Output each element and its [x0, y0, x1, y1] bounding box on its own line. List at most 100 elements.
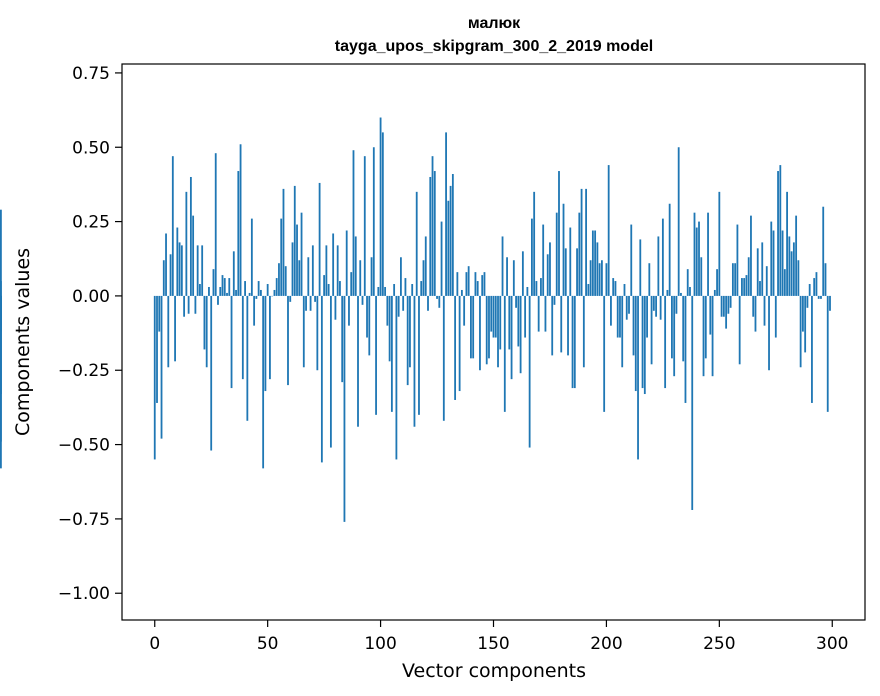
- bar-216: [641, 295, 644, 389]
- bar-124: [433, 171, 436, 296]
- bar-40: [244, 281, 246, 296]
- bar-127: [440, 221, 443, 296]
- bar-182: [564, 248, 567, 296]
- bar-150: [492, 295, 495, 338]
- bar-230: [673, 295, 676, 377]
- bar-18: [194, 295, 197, 314]
- bar-232: [677, 147, 680, 296]
- bar-55: [278, 263, 280, 296]
- bar-239: [693, 212, 696, 296]
- bar-256: [731, 263, 734, 296]
- bar-92: [361, 295, 364, 305]
- bar-248: [713, 289, 716, 296]
- bar-66: [302, 295, 305, 368]
- bar-263: [747, 257, 750, 296]
- chart-subtitle: tayga_upos_skipgram_300_2_2019 model: [335, 38, 653, 55]
- bar-308: [0, 295, 2, 442]
- bar-298: [826, 295, 829, 412]
- bar-192: [587, 284, 590, 296]
- x-tick-label: 100: [364, 634, 396, 654]
- bar-179: [558, 171, 560, 296]
- bar-282: [790, 251, 793, 296]
- bar-50: [266, 284, 269, 296]
- bar-51: [269, 295, 271, 380]
- bar-109: [400, 257, 402, 296]
- bar-254: [727, 295, 730, 314]
- bar-181: [562, 203, 565, 296]
- bar-157: [508, 295, 511, 350]
- bar-295: [820, 295, 822, 299]
- bar-72: [316, 295, 319, 371]
- bar-5: [165, 233, 167, 296]
- bar-132: [451, 174, 454, 296]
- bar-69: [309, 295, 312, 311]
- bar-223: [657, 236, 660, 296]
- bar-175: [549, 242, 551, 296]
- bar-296: [822, 206, 825, 296]
- bar-302: [0, 209, 2, 296]
- bar-90: [357, 295, 359, 427]
- bar-267: [756, 248, 759, 296]
- bar-38: [239, 144, 242, 296]
- y-axis-label: Components values: [12, 248, 34, 436]
- chart-title: малюк: [468, 15, 521, 32]
- bar-42: [248, 292, 251, 296]
- bar-249: [716, 269, 718, 296]
- bar-147: [485, 295, 488, 365]
- bar-168: [533, 191, 536, 296]
- bar-155: [503, 295, 506, 412]
- bar-160: [515, 295, 517, 308]
- bar-202: [610, 295, 612, 326]
- bar-261: [743, 278, 746, 296]
- bar-97: [372, 147, 375, 296]
- bar-210: [628, 295, 630, 314]
- bar-16: [189, 176, 192, 296]
- bar-131: [449, 185, 452, 296]
- bar-43: [250, 218, 253, 296]
- bar-80: [334, 295, 337, 320]
- bar-81: [336, 245, 339, 296]
- bar-251: [720, 295, 723, 317]
- bar-148: [488, 295, 490, 359]
- bar-200: [605, 263, 608, 296]
- bar-285: [797, 260, 800, 296]
- bar-104: [388, 295, 391, 362]
- bar-141: [472, 295, 475, 359]
- bar-71: [314, 295, 316, 302]
- bar-126: [438, 295, 441, 308]
- bar-139: [467, 266, 470, 296]
- bar-221: [652, 295, 655, 311]
- bar-111: [404, 278, 407, 296]
- bar-186: [573, 295, 576, 389]
- bar-165: [526, 286, 529, 296]
- bar-86: [348, 295, 350, 326]
- bar-33: [228, 278, 231, 296]
- bar-91: [359, 260, 362, 296]
- bar-171: [540, 278, 542, 296]
- bar-137: [463, 295, 466, 326]
- bar-222: [655, 295, 658, 317]
- bar-11: [178, 242, 181, 296]
- bar-93: [363, 156, 366, 296]
- bar-189: [580, 188, 583, 296]
- bar-142: [474, 272, 477, 296]
- bar-299: [829, 295, 831, 311]
- bar-45: [255, 295, 258, 299]
- bar-278: [781, 230, 784, 296]
- bar-212: [632, 295, 635, 356]
- bar-114: [411, 284, 414, 296]
- bar-77: [327, 284, 330, 296]
- bar-6: [167, 295, 170, 368]
- bar-94: [366, 295, 368, 338]
- bar-208: [623, 284, 626, 296]
- bar-193: [589, 260, 592, 296]
- bar-266: [754, 295, 757, 332]
- y-tick-label: −0.50: [58, 436, 110, 456]
- bar-135: [458, 295, 461, 392]
- bar-1: [156, 295, 158, 403]
- bar-204: [614, 281, 617, 296]
- bar-89: [354, 236, 357, 296]
- bar-154: [501, 236, 504, 296]
- bar-281: [788, 236, 791, 296]
